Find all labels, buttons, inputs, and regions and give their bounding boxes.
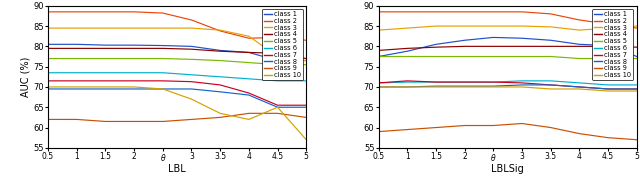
Legend: class 1, class 2, class 3, class 4, class 5, class 6, class 7, class 8, class 9,: class 1, class 2, class 3, class 4, clas… xyxy=(262,9,303,80)
X-axis label: LBLSig: LBLSig xyxy=(492,164,524,174)
X-axis label: LBL: LBL xyxy=(168,164,186,174)
Legend: class 1, class 2, class 3, class 4, class 5, class 6, class 7, class 8, class 9,: class 1, class 2, class 3, class 4, clas… xyxy=(593,9,634,80)
Y-axis label: AUC (%): AUC (%) xyxy=(20,57,31,97)
